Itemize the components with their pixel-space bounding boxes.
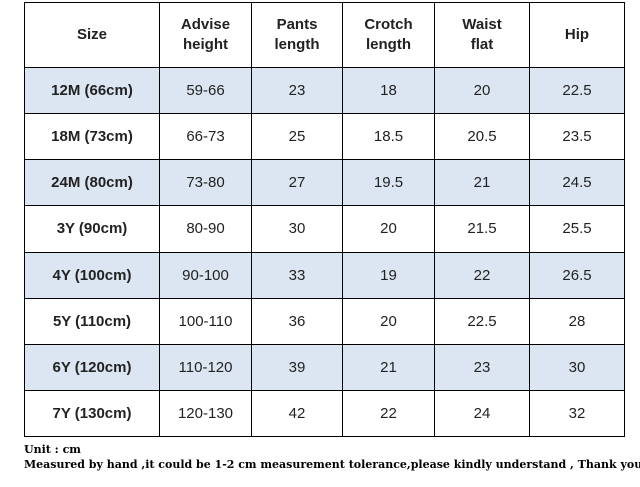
waist-cell: 23 xyxy=(434,343,530,391)
size-cell: 5Y (110cm) xyxy=(24,297,160,345)
hip-cell: 23.5 xyxy=(529,113,625,161)
height-cell: 66-73 xyxy=(159,113,252,161)
header-size: Size xyxy=(24,2,160,68)
waist-cell: 22 xyxy=(434,251,530,299)
crotch-cell: 19 xyxy=(342,251,435,299)
unit-note: Unit : cm xyxy=(24,443,81,456)
header-waist-flat: Waist flat xyxy=(434,2,530,68)
crotch-cell: 22 xyxy=(342,389,435,438)
size-cell: 6Y (120cm) xyxy=(24,343,160,391)
waist-cell: 20 xyxy=(434,66,530,115)
pants-cell: 36 xyxy=(251,297,343,345)
height-cell: 73-80 xyxy=(159,159,252,207)
waist-cell: 21 xyxy=(434,159,530,207)
pants-cell: 33 xyxy=(251,251,343,299)
crotch-cell: 20 xyxy=(342,205,435,253)
table-row: 6Y (120cm) 110-120 39 21 23 30 xyxy=(24,343,625,391)
table-row: 7Y (130cm) 120-130 42 22 24 32 xyxy=(24,389,625,438)
hip-cell: 30 xyxy=(529,343,625,391)
size-cell: 7Y (130cm) xyxy=(24,389,160,438)
header-advise-height: Advise height xyxy=(159,2,252,68)
crotch-cell: 21 xyxy=(342,343,435,391)
height-cell: 100-110 xyxy=(159,297,252,345)
table-row: 18M (73cm) 66-73 25 18.5 20.5 23.5 xyxy=(24,113,625,161)
waist-cell: 22.5 xyxy=(434,297,530,345)
table-row: 12M (66cm) 59-66 23 18 20 22.5 xyxy=(24,66,625,115)
waist-cell: 21.5 xyxy=(434,205,530,253)
height-cell: 120-130 xyxy=(159,389,252,438)
header-crotch-length: Crotch length xyxy=(342,2,435,68)
waist-cell: 20.5 xyxy=(434,113,530,161)
hip-cell: 32 xyxy=(529,389,625,438)
hip-cell: 25.5 xyxy=(529,205,625,253)
pants-cell: 30 xyxy=(251,205,343,253)
waist-cell: 24 xyxy=(434,389,530,438)
crotch-cell: 20 xyxy=(342,297,435,345)
pants-cell: 42 xyxy=(251,389,343,438)
size-cell: 18M (73cm) xyxy=(24,113,160,161)
hip-cell: 28 xyxy=(529,297,625,345)
size-cell: 12M (66cm) xyxy=(24,66,160,115)
height-cell: 110-120 xyxy=(159,343,252,391)
pants-cell: 25 xyxy=(251,113,343,161)
size-cell: 4Y (100cm) xyxy=(24,251,160,299)
table-row: 24M (80cm) 73-80 27 19.5 21 24.5 xyxy=(24,159,625,207)
pants-cell: 23 xyxy=(251,66,343,115)
table-row: 5Y (110cm) 100-110 36 20 22.5 28 xyxy=(24,297,625,345)
header-row: Size Advise height Pants length Crotch leng… xyxy=(24,2,625,68)
hip-cell: 26.5 xyxy=(529,251,625,299)
table-row: 4Y (100cm) 90-100 33 19 22 26.5 xyxy=(24,251,625,299)
tolerance-note: Measured by hand ,it could be 1-2 cm mea… xyxy=(24,458,640,471)
size-chart-table: Size Advise height Pants length Crotch leng… xyxy=(24,2,625,438)
crotch-cell: 18 xyxy=(342,66,435,115)
table-row: 3Y (90cm) 80-90 30 20 21.5 25.5 xyxy=(24,205,625,253)
height-cell: 59-66 xyxy=(159,66,252,115)
hip-cell: 24.5 xyxy=(529,159,625,207)
hip-cell: 22.5 xyxy=(529,66,625,115)
header-pants-length: Pants length xyxy=(251,2,343,68)
height-cell: 80-90 xyxy=(159,205,252,253)
size-cell: 24M (80cm) xyxy=(24,159,160,207)
crotch-cell: 19.5 xyxy=(342,159,435,207)
pants-cell: 39 xyxy=(251,343,343,391)
size-cell: 3Y (90cm) xyxy=(24,205,160,253)
height-cell: 90-100 xyxy=(159,251,252,299)
pants-cell: 27 xyxy=(251,159,343,207)
header-hip: Hip xyxy=(529,2,625,68)
crotch-cell: 18.5 xyxy=(342,113,435,161)
